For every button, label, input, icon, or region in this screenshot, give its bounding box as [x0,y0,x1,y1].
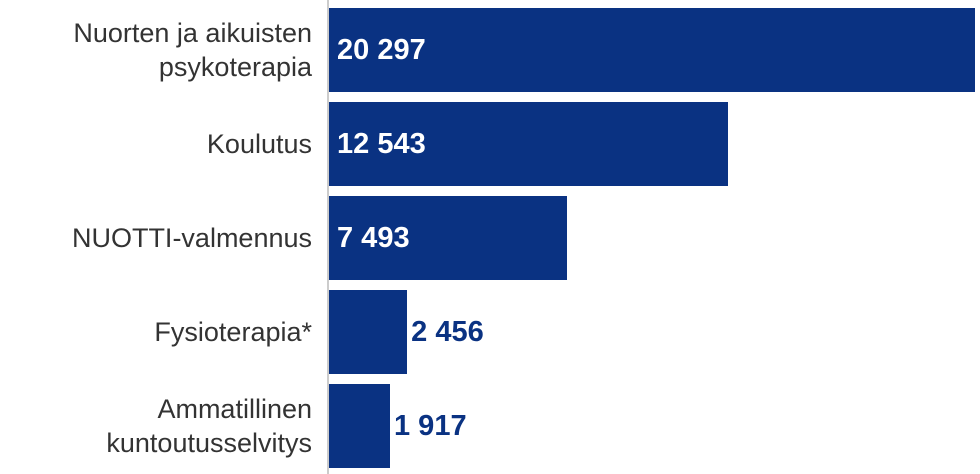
value-label: 1 917 [394,410,467,442]
category-label: Nuorten ja aikuisten psykoterapia [73,18,312,82]
bar [329,102,729,186]
value-label: 7 493 [337,222,410,254]
bar [329,196,568,280]
value-label: 2 456 [411,316,484,348]
category-label: Koulutus [206,129,312,159]
value-label: 12 543 [337,128,426,160]
category-label: NUOTTI-valmennus [71,223,312,253]
category-label: Ammatillinen kuntoutusselvitys [106,394,312,458]
bar [329,8,975,92]
value-label: 20 297 [337,34,426,66]
bar [329,384,390,468]
bar [329,290,408,374]
axis-line [327,0,329,474]
category-label: Fysioterapia* [154,317,312,347]
